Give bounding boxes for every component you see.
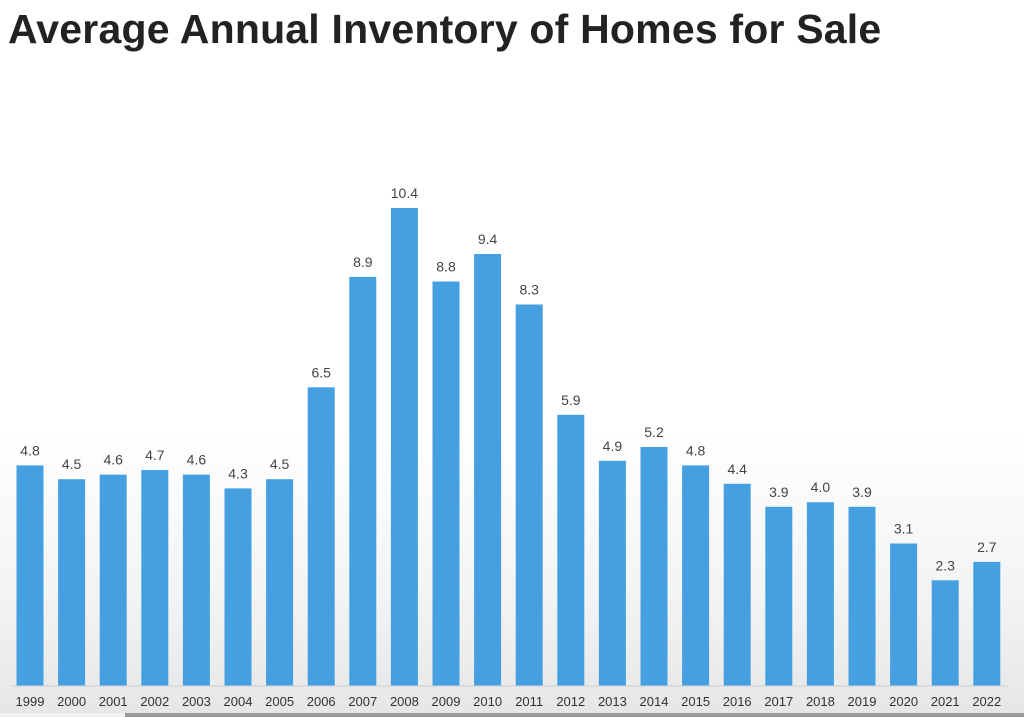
value-label-2011: 8.3 [519, 282, 539, 298]
x-tick-label-2022: 2022 [972, 694, 1001, 709]
bar-2008 [390, 208, 418, 686]
x-tick-label-2015: 2015 [681, 694, 710, 709]
bar-2018 [806, 502, 834, 686]
value-label-2008: 10.4 [391, 185, 418, 201]
bar-2021 [931, 580, 959, 686]
value-label-2018: 4.0 [811, 479, 831, 495]
x-tick-label-2018: 2018 [806, 694, 835, 709]
value-label-2015: 4.8 [686, 442, 706, 458]
bars-layer [16, 208, 1001, 687]
x-tick-label-2014: 2014 [640, 694, 669, 709]
bar-2014 [640, 447, 668, 686]
bar-1999 [16, 465, 44, 686]
x-tick-label-2007: 2007 [348, 694, 377, 709]
x-tick-label-2005: 2005 [265, 694, 294, 709]
x-tick-label-1999: 1999 [16, 694, 45, 709]
value-label-2006: 6.5 [311, 364, 331, 380]
bar-2011 [515, 304, 543, 686]
x-tick-label-2016: 2016 [723, 694, 752, 709]
x-tick-label-2006: 2006 [307, 694, 336, 709]
x-tick-label-2019: 2019 [848, 694, 877, 709]
bar-2002 [141, 470, 169, 686]
value-label-2020: 3.1 [894, 521, 914, 537]
bar-2001 [99, 474, 127, 686]
value-label-2016: 4.4 [727, 461, 747, 477]
value-label-2021: 2.3 [935, 557, 955, 573]
value-label-2004: 4.3 [228, 465, 248, 481]
value-label-2005: 4.5 [270, 456, 290, 472]
value-label-2000: 4.5 [62, 456, 82, 472]
bar-2010 [474, 254, 502, 686]
bar-2004 [224, 488, 252, 686]
x-tick-label-2009: 2009 [432, 694, 461, 709]
x-tick-label-2021: 2021 [931, 694, 960, 709]
x-tick-label-2001: 2001 [99, 694, 128, 709]
x-tick-label-2003: 2003 [182, 694, 211, 709]
bar-2003 [182, 474, 210, 686]
value-label-2009: 8.8 [436, 259, 456, 275]
bar-2013 [598, 460, 626, 686]
value-label-2001: 4.6 [103, 452, 123, 468]
value-label-2003: 4.6 [187, 452, 207, 468]
value-label-2007: 8.9 [353, 254, 373, 270]
bar-2022 [973, 561, 1001, 686]
video-progress-track[interactable] [0, 713, 1024, 717]
bar-2009 [432, 281, 460, 686]
x-tick-label-2012: 2012 [556, 694, 585, 709]
x-tick-label-2002: 2002 [140, 694, 169, 709]
value-label-2017: 3.9 [769, 484, 789, 500]
x-axis-tick-labels: 1999 2000 2001 2002 2003 2004 2005 2006 2007 2008… [16, 694, 1002, 709]
value-label-2022: 2.7 [977, 539, 997, 555]
bar-2007 [349, 276, 377, 686]
bar-2016 [723, 483, 751, 686]
value-label-2002: 4.7 [145, 447, 165, 463]
bar-2000 [58, 479, 86, 686]
value-labels-layer: 4.8 4.5 4.6 4.7 4.6 4.3 4.5 6.5 8.9 10.4 8.8 9.4 8.3… [20, 185, 996, 573]
x-tick-label-2011: 2011 [515, 694, 543, 709]
x-tick-label-2008: 2008 [390, 694, 419, 709]
x-tick-label-2013: 2013 [598, 694, 627, 709]
x-tick-label-2017: 2017 [764, 694, 793, 709]
value-label-2019: 3.9 [852, 484, 872, 500]
video-progress-played [0, 713, 125, 717]
bar-2005 [266, 479, 294, 686]
x-tick-label-2000: 2000 [57, 694, 86, 709]
x-tick-label-2010: 2010 [473, 694, 502, 709]
bar-2019 [848, 506, 876, 687]
bar-2017 [765, 506, 793, 687]
bar-2012 [557, 414, 585, 686]
value-label-2013: 4.9 [603, 438, 623, 454]
x-tick-label-2020: 2020 [889, 694, 918, 709]
x-tick-label-2004: 2004 [224, 694, 253, 709]
value-label-2012: 5.9 [561, 392, 581, 408]
bar-2015 [682, 465, 710, 686]
bar-2006 [307, 387, 335, 687]
bar-2020 [890, 543, 918, 686]
value-label-2010: 9.4 [478, 231, 498, 247]
chart-title: Average Annual Inventory of Homes for Sa… [8, 6, 882, 52]
value-label-1999: 4.8 [20, 442, 40, 458]
value-label-2014: 5.2 [644, 424, 664, 440]
